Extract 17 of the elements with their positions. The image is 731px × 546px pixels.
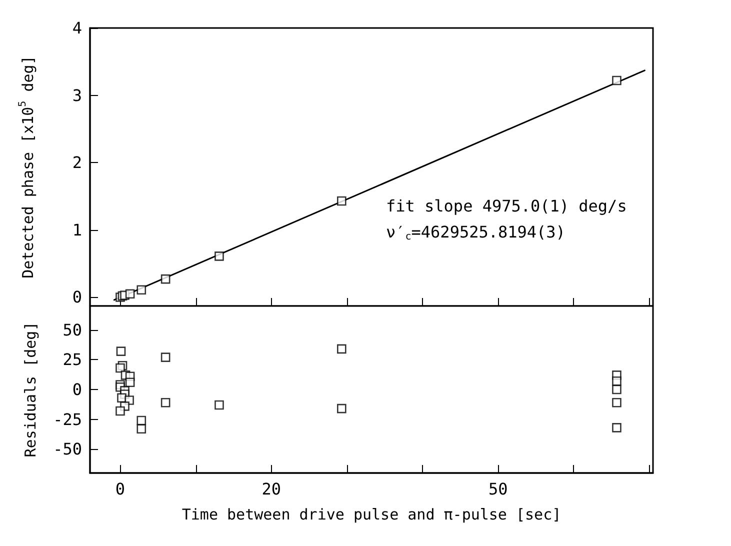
y-tick-label: -50 [53, 440, 82, 459]
y-tick-label: 1 [72, 220, 82, 240]
y-tick-label: 3 [72, 86, 82, 105]
y-tick-label: 4 [72, 18, 82, 38]
y-axis-title: Detected phase [x105 deg] [18, 56, 37, 278]
y-tick-label: 0 [72, 288, 82, 307]
y-tick-label: 2 [72, 153, 82, 172]
y-tick-label: 0 [72, 380, 82, 399]
x-tick-label: 20 [262, 480, 281, 498]
y-axis-title: Residuals [deg] [22, 322, 40, 458]
y-tick-label: 25 [62, 350, 82, 370]
y-tick-label: 50 [62, 320, 82, 340]
y-tick-label: -25 [53, 410, 82, 429]
x-tick-label: 0 [115, 480, 126, 498]
x-tick-label: 50 [488, 480, 508, 498]
x-axis-title: Time between drive pulse and π-pulse [sec] [182, 506, 562, 524]
annotation: fit slope 4975.0(1) deg/s [386, 196, 627, 216]
